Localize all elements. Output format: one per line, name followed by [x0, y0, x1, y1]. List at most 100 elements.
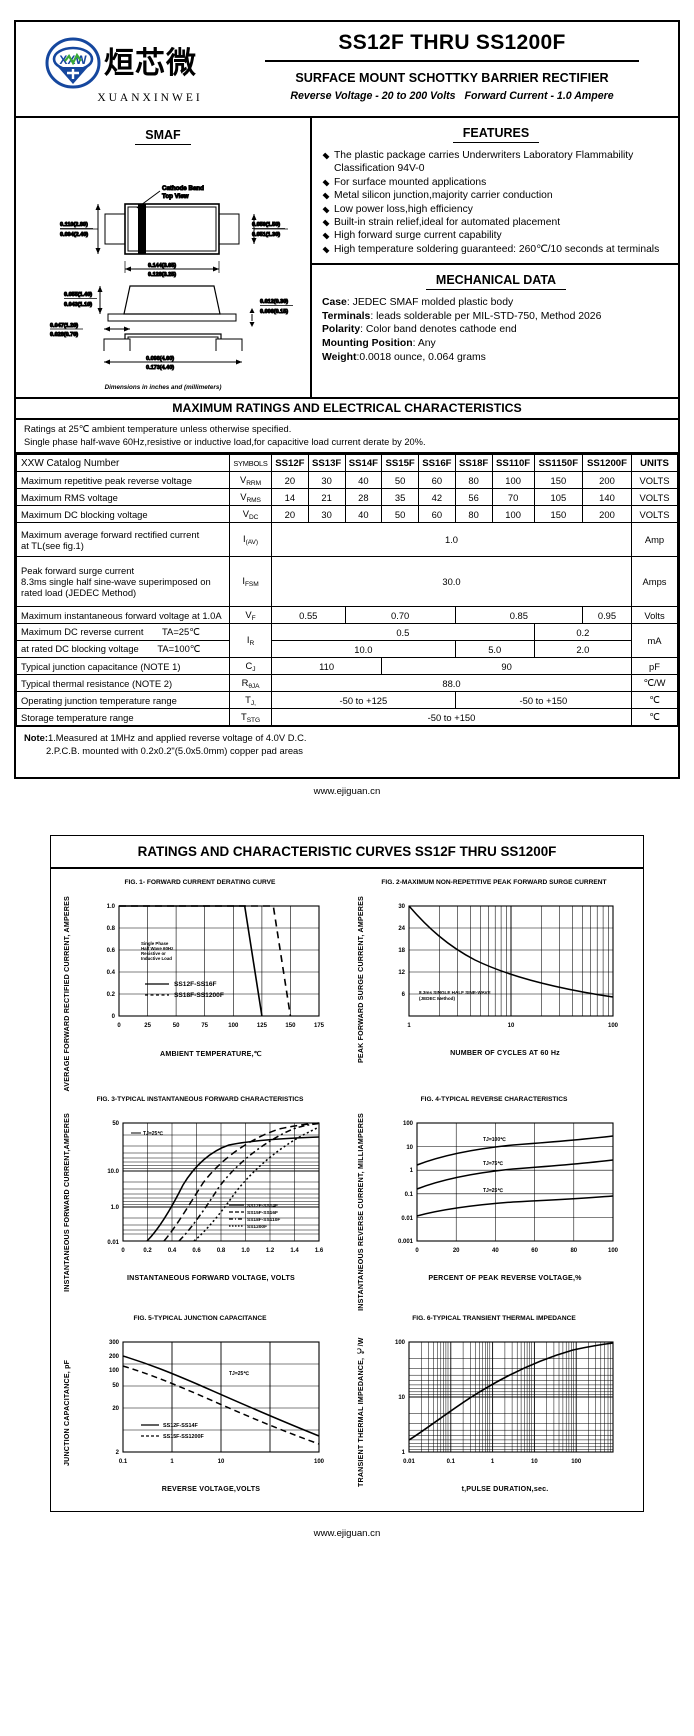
table-row-tstg: Storage temperature range TSTG -50 to +1…	[16, 708, 678, 727]
mechanical-label: Terminals	[322, 310, 371, 322]
svg-text:1: 1	[170, 1459, 174, 1465]
mechanical-sep: :	[412, 338, 418, 350]
symbol-main: T	[245, 693, 251, 705]
svg-text:80: 80	[570, 1248, 577, 1254]
svg-text:Half Wave 60Hz: Half Wave 60Hz	[141, 946, 174, 951]
title-underline	[264, 60, 640, 62]
features-section: FEATURES The plastic package carries Und…	[312, 118, 678, 265]
svg-text:20: 20	[453, 1248, 460, 1254]
fig1-title: FIG. 1- FORWARD CURRENT DERATING CURVE	[124, 879, 276, 887]
catalog-number-header: XXW Catalog Number	[16, 454, 230, 473]
feature-text: Built-in strain relief,ideal for automat…	[334, 216, 561, 228]
mechanical-list: Case: JEDEC SMAF molded plastic body Ter…	[322, 296, 670, 365]
part-header: SS12F	[271, 454, 309, 473]
ratings-condition-line: Single phase half-wave 60Hz,resistive or…	[24, 436, 426, 447]
bullet-diamond-icon	[322, 206, 330, 213]
param-label: Maximum RMS voltage	[16, 488, 230, 507]
svg-text:0.128(3.25): 0.128(3.25)	[148, 272, 176, 278]
feature-text: High forward surge current capability	[334, 230, 502, 242]
fig3-ylabel: INSTANTANEOUS FORWARD CURRENT,AMPERES	[63, 1112, 72, 1292]
footer-url-page1[interactable]: www.ejiguan.cn	[313, 786, 381, 798]
ratings-conditions: Ratings at 25℃ ambient temperature unles…	[16, 420, 678, 455]
cell-value: 105	[533, 488, 583, 507]
svg-text:SS12F-SS16F: SS12F-SS16F	[174, 981, 217, 988]
chart-row-1: FIG. 1- FORWARD CURRENT DERATING CURVE A…	[57, 879, 637, 1091]
part-header: SS18F	[454, 454, 493, 473]
svg-text:100: 100	[608, 1023, 619, 1029]
cell-units: ℃	[631, 691, 678, 710]
param-label: Maximum average forward rectified curren…	[16, 522, 230, 558]
svg-text:1.2: 1.2	[266, 1248, 275, 1254]
svg-text:0.1: 0.1	[119, 1459, 128, 1465]
svg-text:Inductive Load: Inductive Load	[141, 956, 172, 961]
electrical-summary: Reverse Voltage - 20 to 200 Volts Forwar…	[234, 90, 670, 102]
company-logo: XXW 烜芯微 XUANXINWEI	[16, 22, 226, 116]
cell-value: 56	[454, 488, 493, 507]
mechanical-row: Weight:0.0018 ounce, 0.064 grams	[322, 351, 670, 365]
svg-text:30: 30	[398, 904, 405, 910]
svg-text:1: 1	[402, 1450, 406, 1456]
symbol-main: V	[240, 473, 247, 485]
company-name-cn: 烜芯微	[104, 45, 197, 81]
svg-text:0.001: 0.001	[398, 1239, 414, 1245]
svg-text:Top View: Top View	[162, 193, 189, 200]
svg-text:0.043(1.10): 0.043(1.10)	[64, 302, 92, 308]
svg-text:0.4: 0.4	[168, 1248, 177, 1254]
feature-item: Low power loss,high efficiency	[322, 203, 670, 216]
part-header: SS110F	[491, 454, 535, 473]
chart-fig6: FIG. 6-TYPICAL TRANSIENT THERMAL IMPEDAN…	[351, 1315, 637, 1493]
mechanical-sep: :	[356, 351, 360, 363]
cell-value: 200	[581, 471, 633, 490]
feature-text: The plastic package carries Underwriters…	[334, 150, 634, 175]
svg-text:0.173(4.40): 0.173(4.40)	[146, 365, 174, 371]
svg-text:18: 18	[398, 948, 405, 954]
cell-units: mA	[631, 623, 678, 659]
param-line: Maximum average forward rectified curren…	[21, 528, 200, 540]
feature-item: High forward surge current capability	[322, 229, 670, 242]
drawing-units-caption: Dimensions in inches and (millimeters)	[104, 384, 222, 391]
fig3-xlabel: INSTANTANEOUS FORWARD VOLTAGE, VOLTS	[127, 1273, 295, 1282]
symbol-sub: FSM	[244, 581, 259, 589]
param-label: Maximum DC blocking voltage	[16, 505, 230, 524]
cell-value: 150	[533, 505, 583, 524]
reverse-voltage-summary: Reverse Voltage - 20 to 200 Volts	[290, 90, 456, 102]
table-row-rthja: Typical thermal resistance (NOTE 2) RθJA…	[16, 674, 678, 693]
bullet-diamond-icon	[322, 152, 330, 160]
svg-text:Cathode Band: Cathode Band	[162, 185, 204, 192]
company-name-en: XUANXINWEI	[97, 91, 203, 104]
cell-value: 0.95	[581, 606, 633, 625]
ratings-section-title: MAXIMUM RATINGS AND ELECTRICAL CHARACTER…	[16, 399, 678, 420]
cell-value: 30	[307, 471, 346, 490]
svg-text:TJ=75℃: TJ=75℃	[483, 1160, 503, 1167]
cell-value: 100	[491, 471, 535, 490]
chart-row-3: FIG. 5-TYPICAL JUNCTION CAPACITANCE JUNC…	[57, 1315, 637, 1493]
ratings-condition-line: Ratings at 25℃ ambient temperature unles…	[24, 424, 292, 434]
package-and-specs: SMAF Cathode Band Top View	[16, 118, 678, 399]
svg-text:SS18F-SS110F: SS18F-SS110F	[247, 1217, 280, 1223]
smaf-package-drawing: Cathode Band Top View	[50, 185, 293, 365]
note-text: 1.Measured at 1MHz and applied reverse v…	[47, 732, 307, 744]
svg-text:1.4: 1.4	[290, 1248, 299, 1254]
param-label: Typical junction capacitance (NOTE 1)	[16, 657, 230, 676]
svg-text:0.028(0.70): 0.028(0.70)	[50, 332, 78, 338]
svg-text:0.006(0.15): 0.006(0.15)	[260, 309, 288, 315]
features-title: FEATURES	[452, 126, 540, 143]
package-bottom-dims: 0.098(4.60) 0.173(4.40)	[20, 352, 306, 379]
table-row-tj: Operating junction temperature range TJ,…	[16, 691, 678, 710]
param-symbol: TJ,	[229, 691, 272, 710]
footer-url-page2[interactable]: www.ejiguan.cn	[313, 1527, 381, 1539]
svg-text:0.110(2.80): 0.110(2.80)	[60, 222, 88, 228]
mechanical-section: MECHANICAL DATA Case: JEDEC SMAF molded …	[312, 265, 678, 375]
symbol-sub: J,	[250, 699, 256, 707]
svg-text:TJ=25℃: TJ=25℃	[483, 1187, 503, 1194]
part-header: SS1200F	[581, 454, 633, 473]
ratings-table: XXW Catalog Number SYMBOLS SS12F SS13F S…	[16, 454, 678, 727]
svg-text:0: 0	[117, 1023, 121, 1029]
mechanical-row: Case: JEDEC SMAF molded plastic body	[322, 296, 670, 310]
svg-text:SS15F-SS1200F: SS15F-SS1200F	[163, 1434, 204, 1440]
svg-text:0: 0	[415, 1248, 419, 1254]
param-label: at rated DC blocking voltage TA=100℃	[16, 640, 230, 659]
cell-value: 0.70	[344, 606, 456, 625]
notes-label: Note:	[24, 732, 48, 744]
fig2-xlabel: NUMBER OF CYCLES AT 60 Hz	[450, 1049, 560, 1058]
